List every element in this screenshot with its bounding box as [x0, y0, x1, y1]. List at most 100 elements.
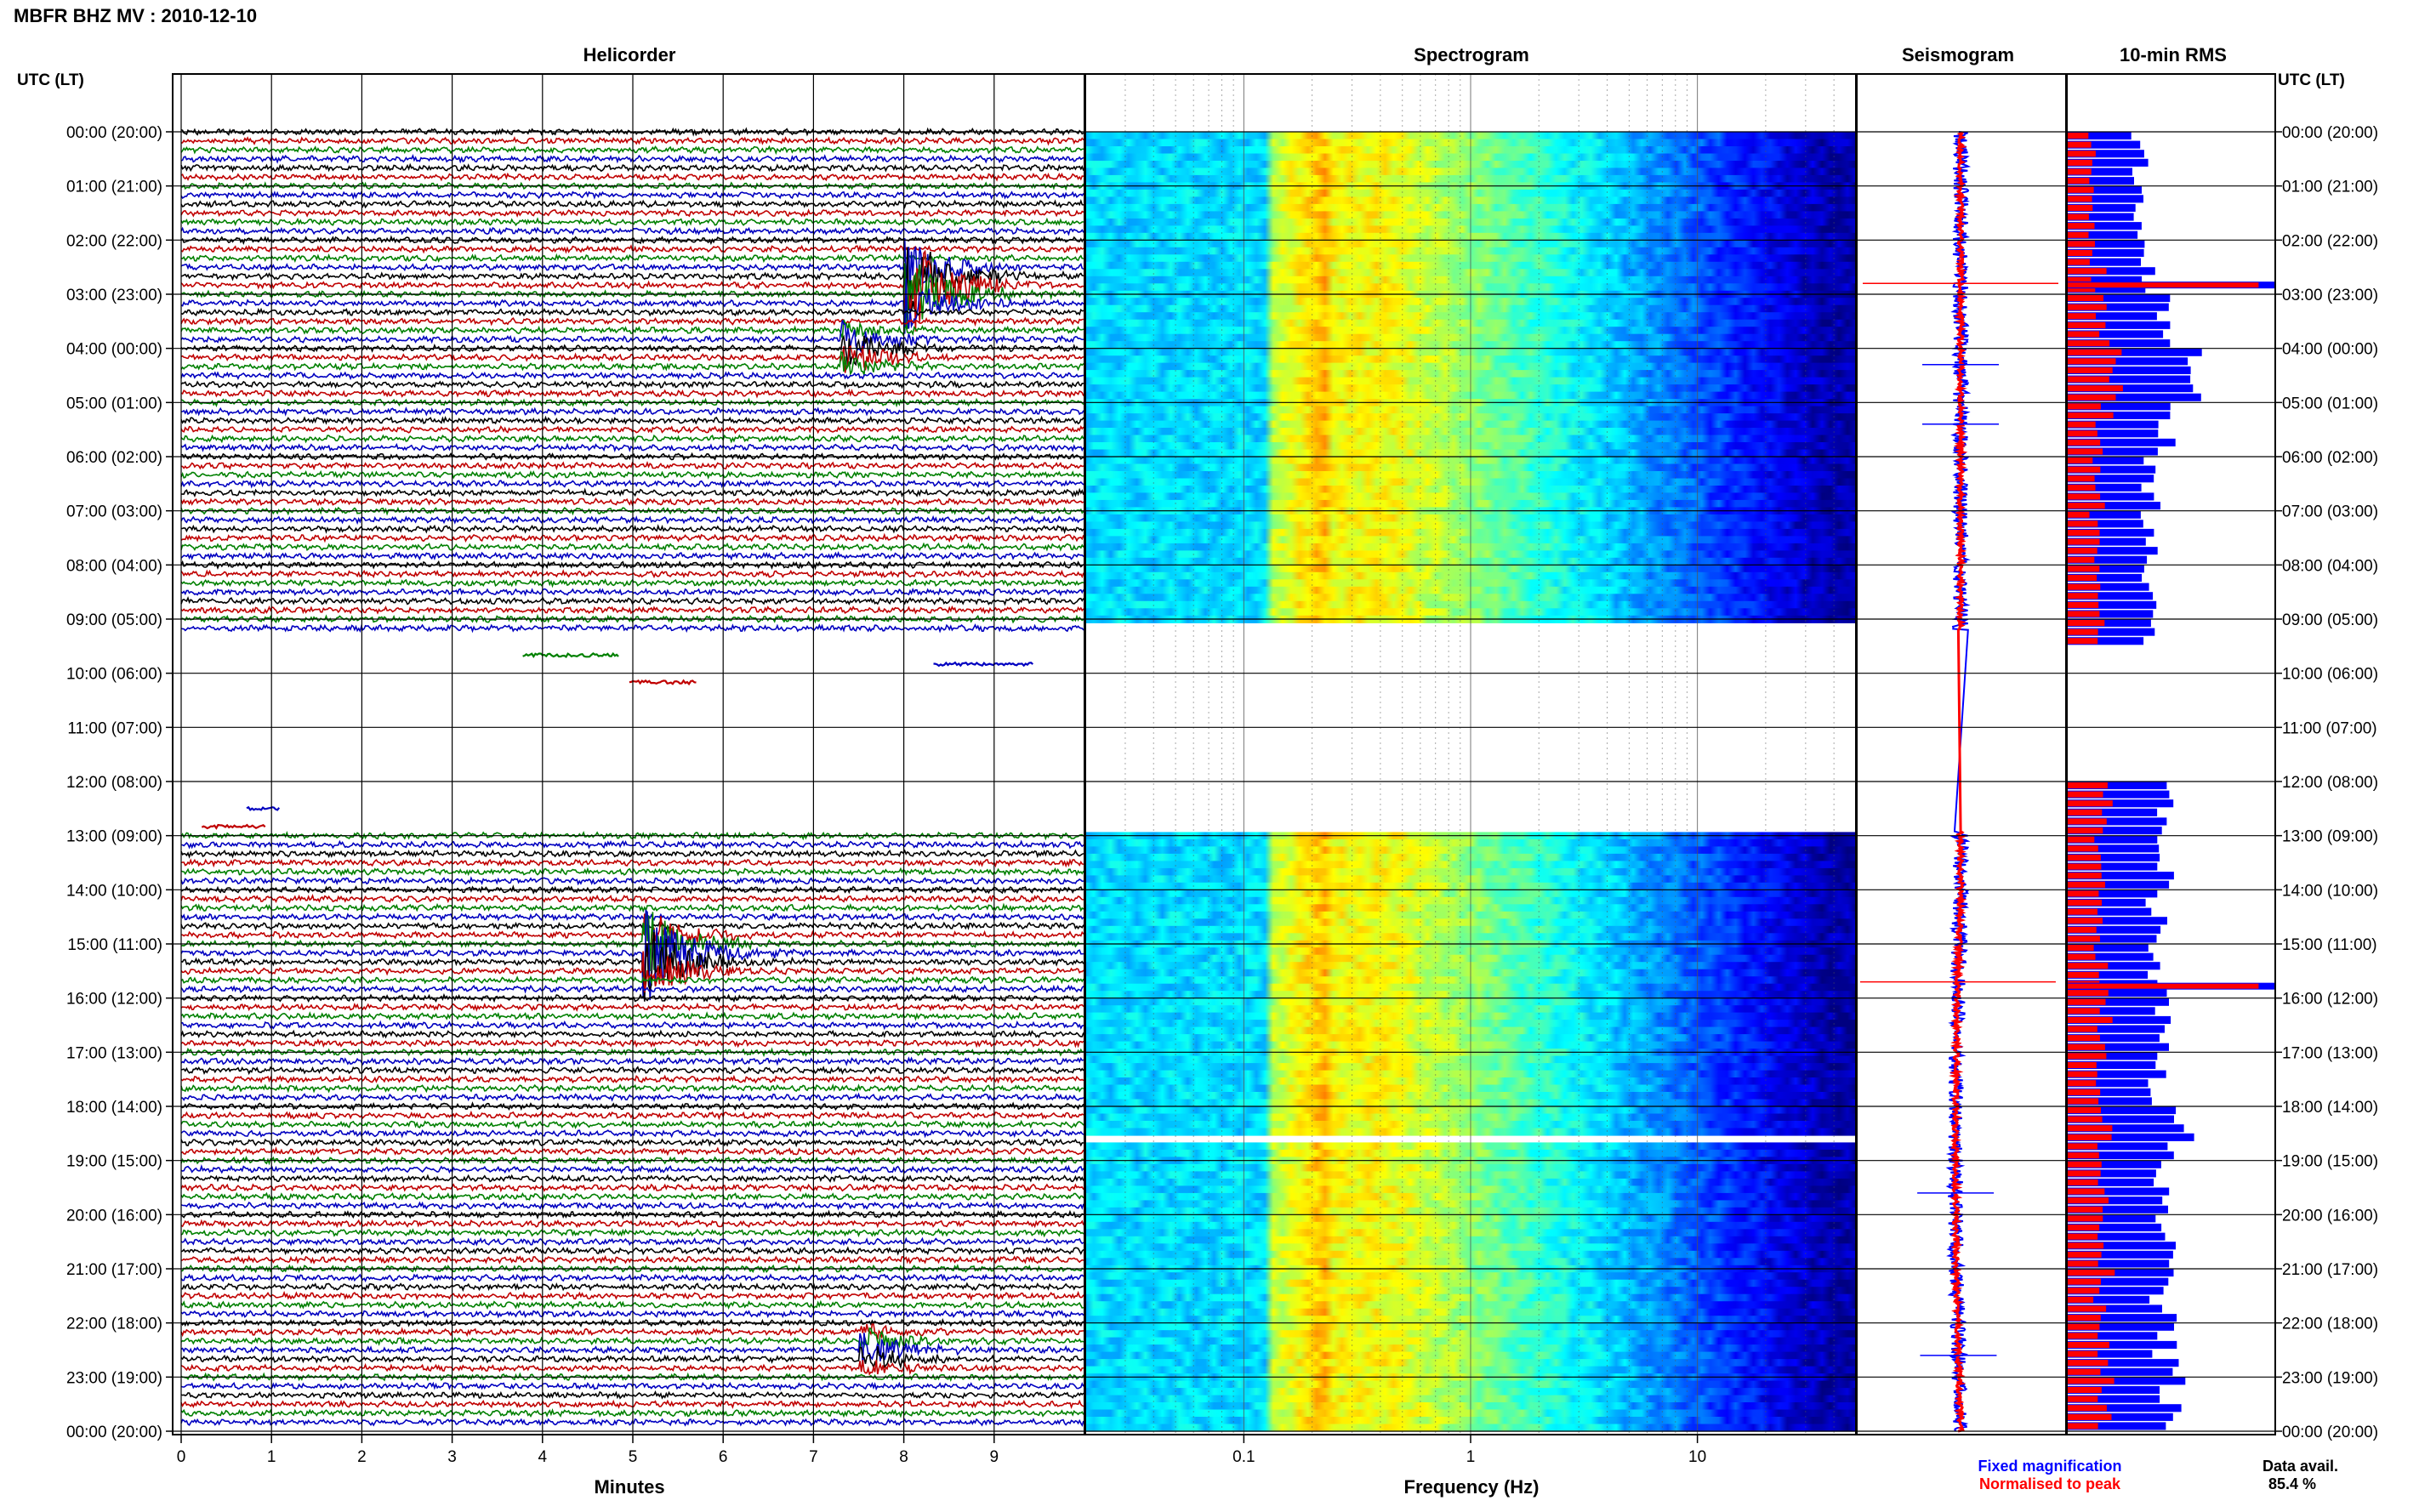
time-tick-label-left: 03:00 (23:00) [66, 287, 162, 304]
rms-bar-fixed [2067, 1052, 2158, 1060]
time-tick-label-right: 05:00 (01:00) [2282, 395, 2378, 412]
time-tick-label-right: 23:00 (19:00) [2282, 1369, 2378, 1387]
rms-bar-fixed [2067, 1115, 2174, 1123]
rms-bar-fixed [2067, 150, 2144, 158]
time-tick-label-left: 00:00 (20:00) [66, 124, 162, 142]
rms-bar-normalised [2067, 213, 2089, 220]
rms-bar-fixed [2067, 827, 2162, 835]
rms-bar-normalised [2067, 1405, 2107, 1412]
rms-bar-fixed [2067, 862, 2158, 871]
rms-bar-fixed [2067, 1223, 2162, 1231]
rms-bar-normalised [2067, 1260, 2098, 1267]
rms-bar-fixed [2067, 158, 2149, 167]
rms-bar-normalised [2067, 358, 2116, 365]
rms-bar-normalised [2067, 331, 2100, 338]
minute-tick-label: 7 [809, 1448, 818, 1466]
rms-bar-normalised [2067, 1125, 2113, 1132]
rms-bar-fixed [2067, 195, 2143, 203]
rms-bar-fixed [2067, 457, 2144, 465]
time-tick-label-left: 19:00 (15:00) [66, 1153, 162, 1171]
time-tick-label-right: 10:00 (06:00) [2282, 666, 2378, 684]
rms-bar-fixed [2067, 1214, 2156, 1223]
rms-bar-fixed [2067, 573, 2143, 582]
rms-bar-normalised [2067, 276, 2092, 283]
rms-bar-normalised [2067, 321, 2106, 328]
rms-bar-fixed [2067, 1178, 2154, 1186]
rms-bar-fixed [2067, 1197, 2163, 1205]
rms-bar-normalised [2067, 998, 2106, 1005]
rms-bar-fixed [2067, 1404, 2182, 1413]
rms-bar-normalised [2067, 133, 2089, 139]
rms-bar-normalised [2067, 484, 2096, 491]
rms-bar-normalised [2067, 376, 2109, 383]
rms-bar-fixed [2067, 1322, 2174, 1331]
rms-bar-normalised [2067, 421, 2096, 428]
rms-bar-fixed [2067, 583, 2149, 591]
frequency-tick-label: 10 [1688, 1448, 1706, 1466]
panel-frame [2066, 73, 2276, 1435]
rms-bar-normalised [2067, 873, 2102, 879]
rms-bar-fixed [2067, 465, 2156, 474]
rms-bar-normalised [2067, 827, 2103, 834]
rms-bar-fixed [2067, 898, 2146, 907]
rms-bar-fixed [2067, 1295, 2150, 1304]
rms-bar-fixed [2067, 565, 2144, 573]
rms-bar-fixed [2067, 1332, 2158, 1340]
rms-bar-fixed [2067, 520, 2143, 528]
frequency-tick-label: 0.1 [1232, 1448, 1255, 1466]
rms-bar-fixed [2067, 1025, 2165, 1033]
rms-bar-normalised [2067, 1341, 2109, 1348]
rms-bar-normalised [2067, 971, 2099, 978]
rms-bar-normalised [2067, 466, 2101, 473]
time-tick-label-left: 00:00 (20:00) [66, 1424, 162, 1441]
rms-bar-normalised [2067, 926, 2097, 933]
minute-tick-label: 1 [267, 1448, 276, 1466]
rms-bar-fixed [2067, 402, 2171, 411]
minute-tick-label: 5 [629, 1448, 638, 1466]
rms-bar-normalised [2067, 1360, 2109, 1367]
time-tick-label-right: 06:00 (02:00) [2282, 449, 2378, 467]
rms-bar-normalised [2067, 953, 2096, 960]
time-axis-label-right: UTC (LT) [2278, 71, 2345, 89]
rms-bar-normalised [2067, 385, 2123, 392]
rms-bar-fixed [2067, 1205, 2168, 1214]
rms-bar-normalised [2067, 186, 2094, 193]
rms-bar-normalised [2067, 268, 2107, 275]
frequency-tick-label: 1 [1466, 1448, 1476, 1466]
rms-bar-fixed [2067, 321, 2171, 329]
rms-bar-normalised [2067, 809, 2103, 816]
time-tick-label-left: 18:00 (14:00) [66, 1099, 162, 1117]
rms-bar-fixed [2067, 312, 2157, 321]
rms-bar-fixed [2067, 240, 2145, 248]
rms-bar-fixed [2067, 1088, 2151, 1096]
rms-bar-normalised [2067, 1197, 2109, 1204]
rms-bar-normalised [2067, 548, 2097, 554]
rms-bar-normalised [2067, 945, 2094, 952]
rms-bar-normalised [2067, 241, 2095, 247]
rms-bar-fixed [2067, 844, 2160, 853]
rms-bar-fixed [2067, 880, 2170, 889]
rms-bar-fixed [2067, 1070, 2166, 1078]
time-tick-label-right: 15:00 (11:00) [2282, 936, 2377, 954]
rms-bar-fixed [2067, 808, 2158, 816]
spectrogram-title: Spectrogram [1414, 44, 1529, 65]
rms-bar-normalised [2067, 259, 2090, 265]
rms-bar-fixed [2067, 177, 2134, 185]
rms-bar-fixed [2067, 637, 2144, 645]
rms-bar-fixed [2067, 1250, 2173, 1259]
rms-bar-fixed [2067, 1422, 2166, 1430]
time-tick-label-left: 13:00 (09:00) [66, 828, 162, 846]
rms-bar-normalised [2067, 845, 2098, 852]
helicorder-title: Helicorder [583, 44, 676, 65]
time-tick-label-right: 12:00 (08:00) [2282, 774, 2378, 792]
rms-bar-fixed [2067, 1314, 2177, 1322]
rms-bar-fixed [2067, 429, 2159, 438]
helicorder-trace [246, 805, 281, 811]
rms-bar-fixed [2067, 230, 2138, 239]
time-tick-label-right: 21:00 (17:00) [2282, 1261, 2378, 1279]
rms-bar-fixed [2067, 872, 2174, 880]
rms-bar-fixed [2067, 1385, 2160, 1394]
rms-bar-fixed [2067, 1359, 2179, 1367]
rms-bar-fixed [2067, 1097, 2152, 1106]
rms-bar-fixed [2067, 998, 2169, 1006]
